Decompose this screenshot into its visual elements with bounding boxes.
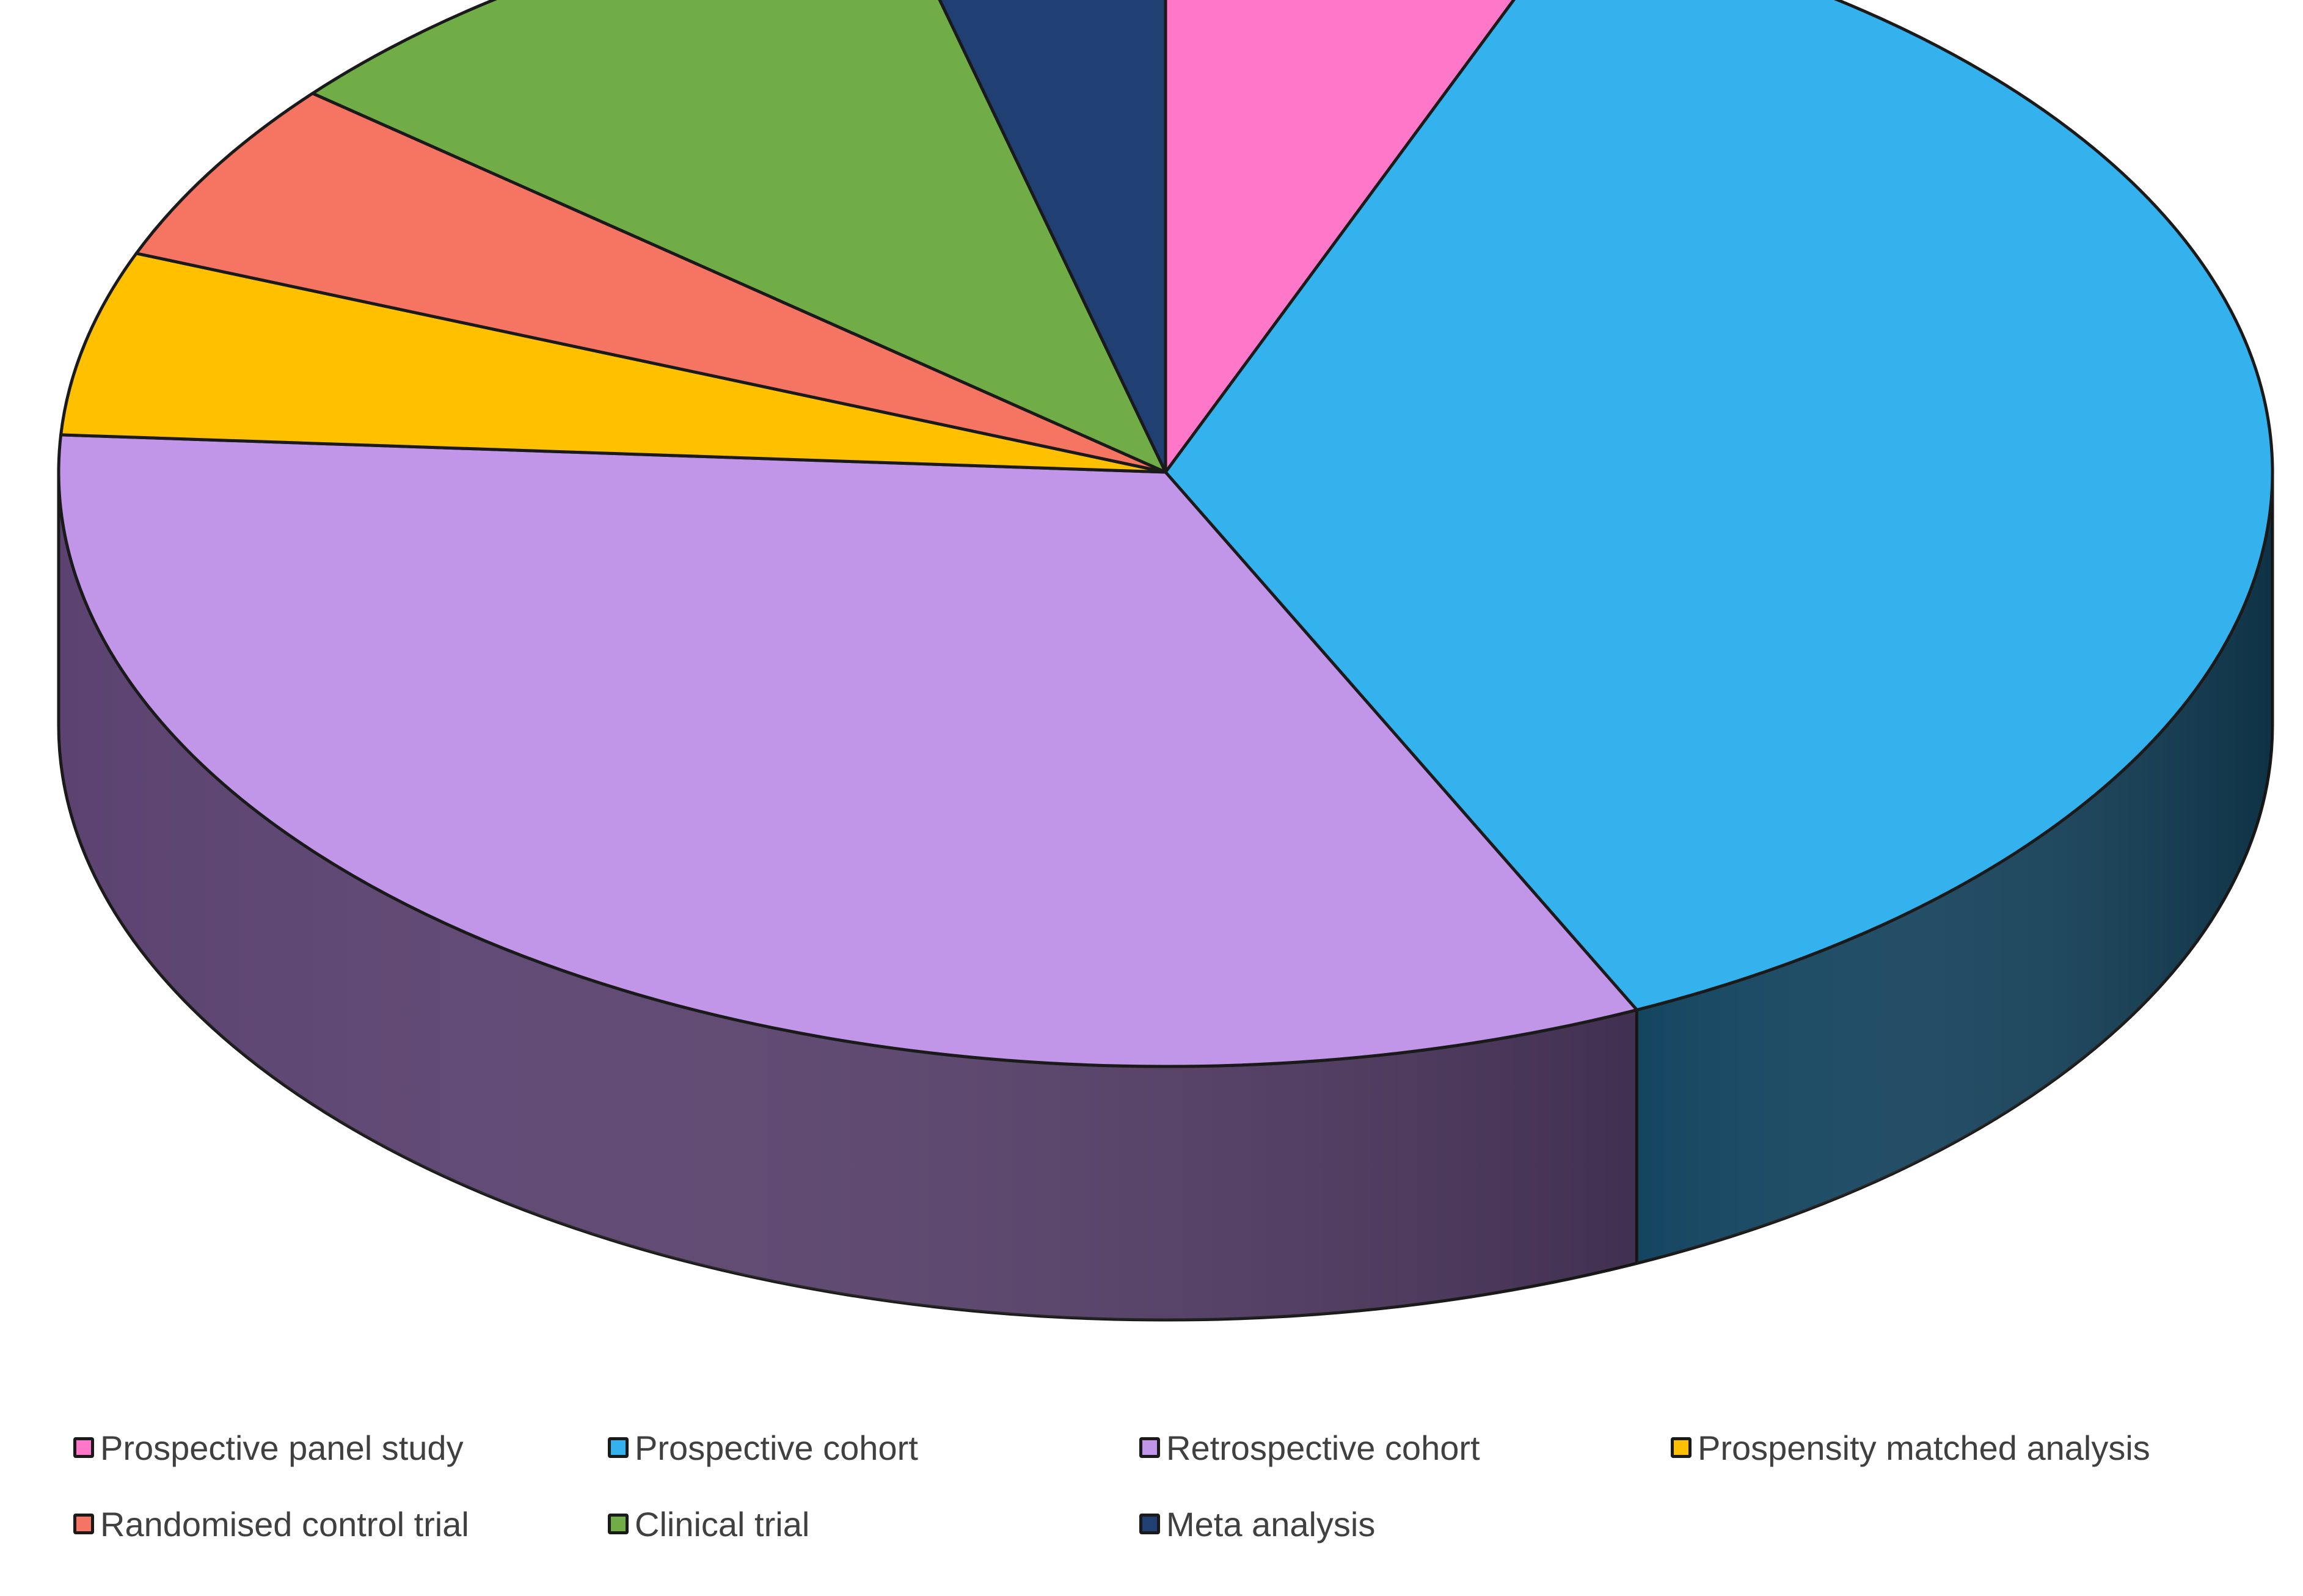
legend-swatch: [608, 1437, 629, 1458]
legend-item: Randomised control trial: [73, 1499, 469, 1548]
pie-slice: [57, 433, 1638, 1068]
legend-swatch: [1139, 1514, 1160, 1534]
legend-swatch: [608, 1514, 629, 1534]
legend-item: Clinical trial: [608, 1499, 809, 1548]
legend-item: Prospective panel study: [73, 1423, 464, 1472]
legend-swatch: [1139, 1437, 1160, 1458]
legend-item: Prospensity matched analysis: [1671, 1423, 2150, 1472]
pie-slice: [938, 0, 1167, 474]
legend-item: Retrospective cohort: [1139, 1423, 1480, 1472]
pie-slice-side-shade: [59, 472, 1637, 1321]
legend-label: Randomised control trial: [100, 1504, 469, 1543]
legend-label: Meta analysis: [1166, 1504, 1376, 1543]
legend: Prospective panel study Prospective coho…: [0, 1423, 2303, 1582]
legend-item: Meta analysis: [1139, 1499, 1375, 1548]
legend-swatch: [73, 1437, 94, 1458]
legend-item: Prospective cohort: [608, 1423, 918, 1472]
pie-slice-side-shade: [1637, 472, 2272, 1264]
pie-slice: [1164, 0, 2274, 1011]
legend-swatch: [1671, 1437, 1692, 1458]
legend-label: Retrospective cohort: [1166, 1428, 1480, 1467]
legend-label: Prospective cohort: [635, 1428, 918, 1467]
pie-slice: [59, 252, 1167, 474]
pie-slice: [134, 92, 1167, 474]
pie-slices: [57, 0, 2274, 1068]
legend-label: Prospensity matched analysis: [1698, 1428, 2150, 1467]
legend-label: Clinical trial: [635, 1504, 810, 1543]
pie-slice: [311, 0, 1167, 474]
legend-label: Prospective panel study: [100, 1428, 464, 1467]
legend-swatch: [73, 1514, 94, 1534]
